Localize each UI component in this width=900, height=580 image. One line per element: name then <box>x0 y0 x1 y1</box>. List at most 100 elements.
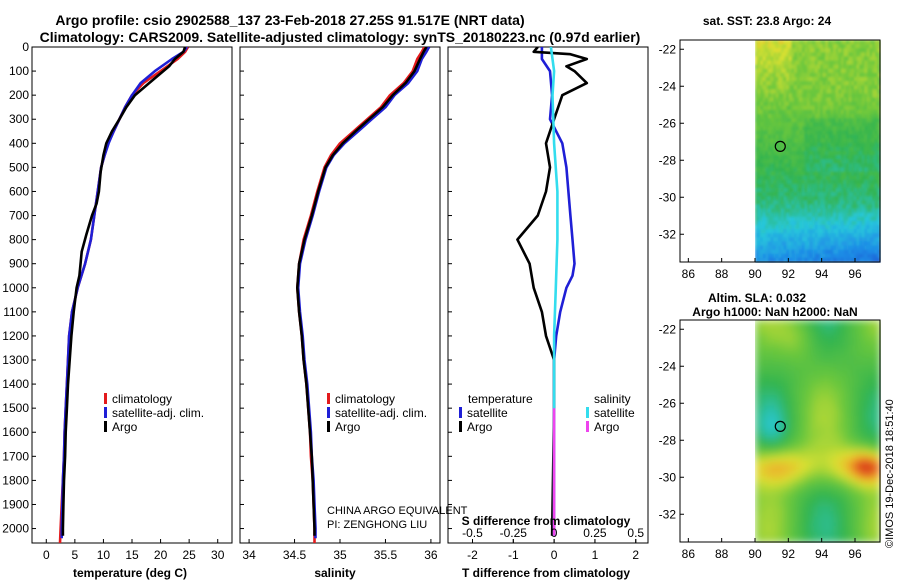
map-y-tick-label: -30 <box>659 190 677 204</box>
t-difference-axis-label: T difference from climatology <box>462 566 630 580</box>
temperature-x-tick-label: 10 <box>97 548 111 562</box>
map-y-tick-label: -28 <box>659 433 677 447</box>
map-field <box>755 320 881 543</box>
legend-label-satellite-adj: satellite-adj. clim. <box>112 406 204 420</box>
map-y-tick-label: -24 <box>659 79 677 93</box>
map-x-tick-label: 86 <box>682 547 696 561</box>
map-x-tick-label: 90 <box>748 547 762 561</box>
temperature-x-tick-label: 15 <box>125 548 139 562</box>
salinity-x-tick-label: 35.5 <box>374 548 398 562</box>
legend-swatch-t-argo <box>459 421 462 432</box>
differences-s-tick-label: 0.25 <box>583 526 607 540</box>
pressure-tick-label: 0 <box>22 40 29 54</box>
pressure-tick-label: 1500 <box>2 401 29 415</box>
differences-x-tick-label: 1 <box>592 548 599 562</box>
pressure-tick-label: 700 <box>9 209 29 223</box>
map-y-tick-label: -32 <box>659 507 677 521</box>
legend-label-climatology: climatology <box>112 392 172 406</box>
temperature-x-tick-label: 20 <box>154 548 168 562</box>
legend-label-s-argo: Argo <box>594 420 620 434</box>
legend-label-s-satellite: satellite <box>594 406 635 420</box>
series-temperature-argo <box>516 47 589 536</box>
imos-timestamp: ©IMOS 19-Dec-2018 18:51:40 <box>884 399 896 548</box>
series-temperature-satellite <box>540 47 576 536</box>
map-x-tick-label: 88 <box>715 267 729 281</box>
map-frame <box>679 39 881 263</box>
legend-swatch-s-satellite <box>586 407 589 418</box>
figure-title-line-2: Climatology: CARS2009. Satellite-adjuste… <box>40 29 641 45</box>
series-satellite-adj-clim- <box>296 47 431 539</box>
temperature-axis-label: temperature (deg C) <box>73 566 187 580</box>
legend-title-salinity: salinity <box>594 392 631 406</box>
differences-s-tick-label: -0.5 <box>462 526 483 540</box>
map-x-tick-label: 94 <box>815 547 829 561</box>
legend-title-temperature: temperature <box>468 392 533 406</box>
legend-label-argo: Argo <box>112 420 138 434</box>
argo-position-marker <box>774 420 786 432</box>
temperature-panel-frame <box>31 46 233 544</box>
difference-legend: temperature satellite Argo salinity sate… <box>459 392 635 434</box>
salinity-x-tick-label: 34.5 <box>283 548 307 562</box>
pressure-tick-label: 1700 <box>2 449 29 463</box>
series-satellite-adj-clim- <box>60 47 188 539</box>
differences-s-tick-label: 0 <box>551 526 558 540</box>
map-y-tick-label: -22 <box>659 322 677 336</box>
pressure-tick-label: 1400 <box>2 377 29 391</box>
differences-x-tick-label: -1 <box>508 548 519 562</box>
differences-x-tick-label: -2 <box>467 548 478 562</box>
salinity-panel-frame <box>239 46 441 544</box>
s-difference-axis-label: S difference from climatology <box>462 514 631 528</box>
pressure-tick-label: 900 <box>9 257 29 271</box>
legend-label-argo: Argo <box>335 420 361 434</box>
salinity-x-tick-label: 35 <box>333 548 347 562</box>
map-x-tick-label: 94 <box>815 267 829 281</box>
map-field <box>755 40 881 263</box>
map-x-tick-label: 96 <box>848 267 862 281</box>
pressure-axis: 0 100 200 300 400 500 600 700 800 900 1000 1100 1200… <box>2 40 452 536</box>
pressure-tick-label: 1900 <box>2 497 29 511</box>
pressure-tick-label: 1300 <box>2 353 29 367</box>
series-climatology <box>296 47 426 543</box>
salinity-panel: 34 34.5 35 35.5 36 <box>242 47 438 562</box>
map-x-tick-label: 92 <box>782 267 796 281</box>
legend-swatch-climatology <box>327 393 330 404</box>
differences-x-tick-label: 0 <box>551 548 558 562</box>
map-frame <box>679 319 881 543</box>
temperature-panel: 0 5 10 15 20 25 30 <box>43 47 225 562</box>
temperature-x-tick-label: 0 <box>43 548 50 562</box>
temperature-x-tick-label: 25 <box>182 548 196 562</box>
difference-panel-frame <box>447 46 649 544</box>
legend-swatch-s-argo <box>586 421 589 432</box>
legend-swatch-t-satellite <box>459 407 462 418</box>
legend-label-satellite-adj: satellite-adj. clim. <box>335 406 427 420</box>
pressure-tick-label: 500 <box>9 160 29 174</box>
map-y-tick-label: -26 <box>659 116 677 130</box>
map-y-tick-label: -26 <box>659 396 677 410</box>
pressure-tick-label: 200 <box>9 88 29 102</box>
series-climatology <box>58 47 190 543</box>
map-y-tick-label: -28 <box>659 153 677 167</box>
series-argo <box>61 47 187 536</box>
map-y-tick-label: -30 <box>659 470 677 484</box>
argo-position-marker <box>774 140 786 152</box>
legend-label-t-argo: Argo <box>467 420 493 434</box>
legend-swatch-satellite-adj <box>327 407 330 418</box>
differences-x-tick-label: 2 <box>632 548 639 562</box>
pressure-tick-label: 100 <box>9 64 29 78</box>
map-y-tick-label: -24 <box>659 359 677 373</box>
map-x-tick-label: 88 <box>715 547 729 561</box>
legend-swatch-satellite-adj <box>104 407 107 418</box>
pressure-tick-label: 800 <box>9 233 29 247</box>
temperature-x-tick-label: 30 <box>211 548 225 562</box>
legend-label-climatology: climatology <box>335 392 395 406</box>
series-argo <box>296 47 428 536</box>
map-x-tick-label: 86 <box>682 267 696 281</box>
pressure-tick-label: 1200 <box>2 329 29 343</box>
difference-panel: -2 -1 0 1 2 -0.5 -0.25 0 0.25 0.5 <box>462 47 644 562</box>
sst-map-title: sat. SST: 23.8 Argo: 24 <box>703 14 832 28</box>
temperature-legend: climatology satellite-adj. clim. Argo <box>104 392 204 434</box>
salinity-axis-label: salinity <box>314 566 356 580</box>
pressure-tick-label: 400 <box>9 136 29 150</box>
sst-map: 86 88 90 92 94 96 -22 -24 -26 -28 -30 -32 <box>659 39 881 281</box>
